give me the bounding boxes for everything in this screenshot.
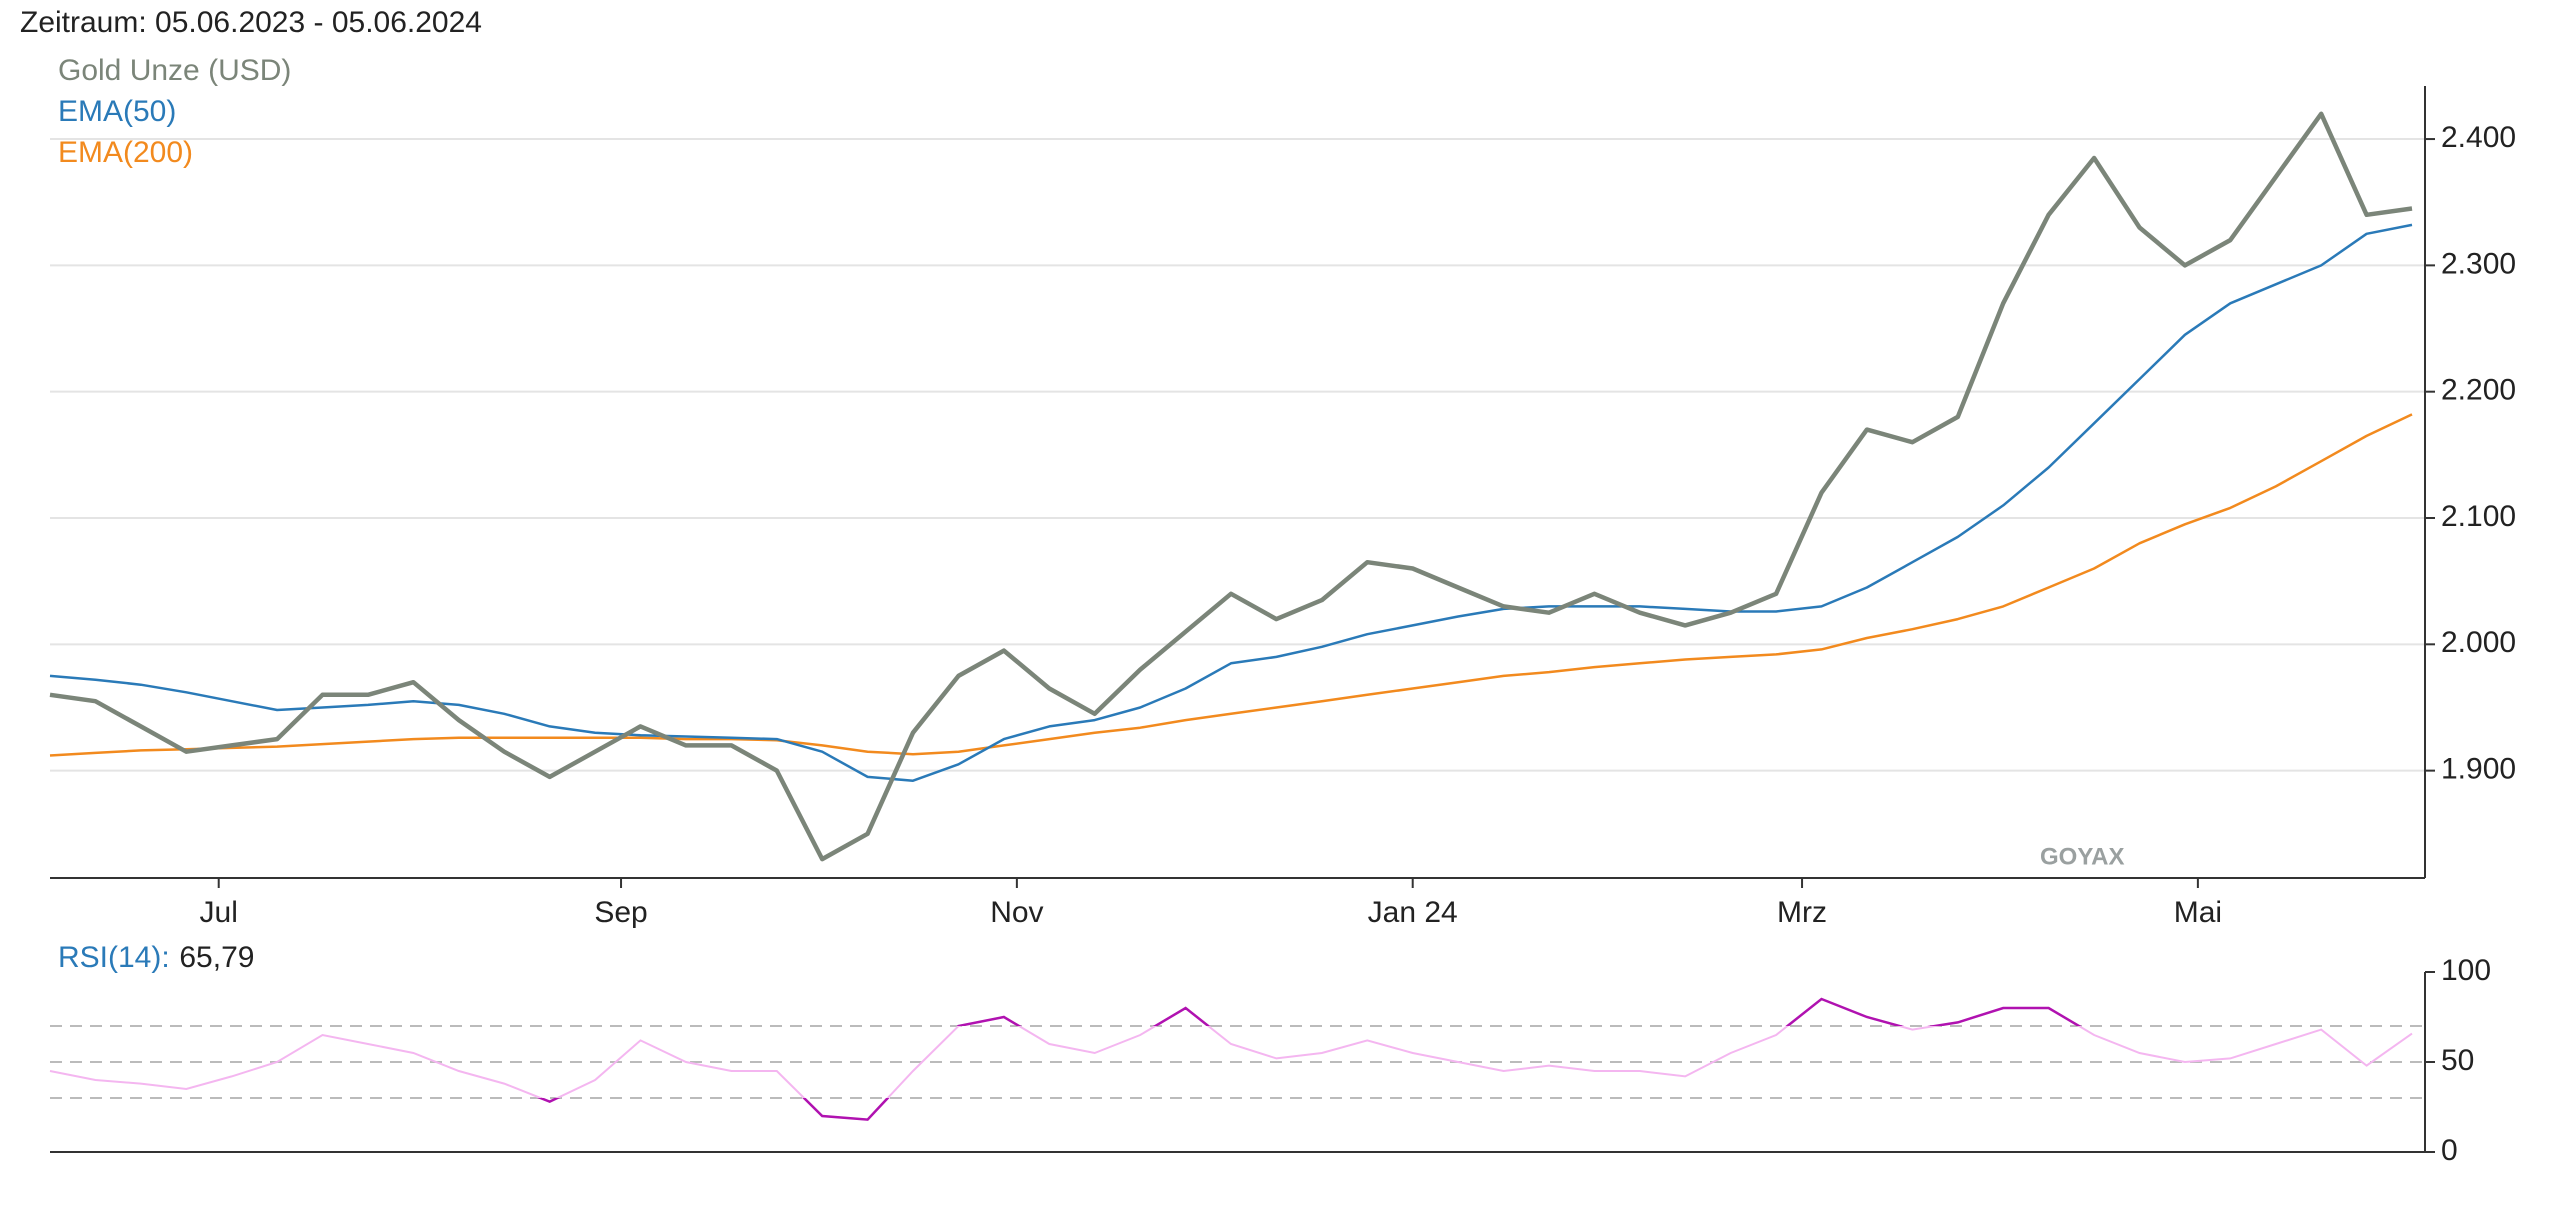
rsi-line bbox=[49, 997, 2413, 1121]
y-tick-label: 2.300 bbox=[2441, 247, 2516, 280]
chart-title: Zeitraum: 05.06.2023 - 05.06.2024 bbox=[20, 6, 482, 39]
y-tick-label: 2.200 bbox=[2441, 374, 2516, 407]
series-line bbox=[49, 223, 2413, 782]
rsi-line-extreme bbox=[50, 997, 2413, 1121]
x-tick-label: Jan 24 bbox=[1368, 896, 1458, 929]
legend-entry: EMA(50) bbox=[58, 95, 176, 128]
y-tick-label: 2.100 bbox=[2441, 500, 2516, 533]
x-tick-label: Mai bbox=[2174, 896, 2222, 929]
x-tick-label: Jul bbox=[200, 896, 238, 929]
y-tick-label: 2.400 bbox=[2441, 121, 2516, 154]
legend-entry: Gold Unze (USD) bbox=[58, 54, 291, 87]
rsi-y-tick-label: 100 bbox=[2441, 954, 2491, 987]
legend-entry: EMA(200) bbox=[58, 136, 193, 169]
rsi-current: 65,79 bbox=[179, 941, 254, 974]
series-line bbox=[49, 413, 2413, 757]
watermark: GOYAX bbox=[2040, 843, 2124, 870]
x-tick-label: Sep bbox=[594, 896, 647, 929]
x-tick-label: Nov bbox=[990, 896, 1043, 929]
y-tick-label: 2.000 bbox=[2441, 626, 2516, 659]
rsi-label: RSI(14) bbox=[58, 941, 161, 974]
rsi-colon: : bbox=[161, 941, 169, 974]
x-tick-label: Mrz bbox=[1777, 896, 1827, 929]
series-line bbox=[49, 111, 2413, 862]
rsi-y-tick-label: 50 bbox=[2441, 1044, 2474, 1077]
y-tick-label: 1.900 bbox=[2441, 753, 2516, 786]
rsi-y-tick-label: 0 bbox=[2441, 1134, 2458, 1167]
